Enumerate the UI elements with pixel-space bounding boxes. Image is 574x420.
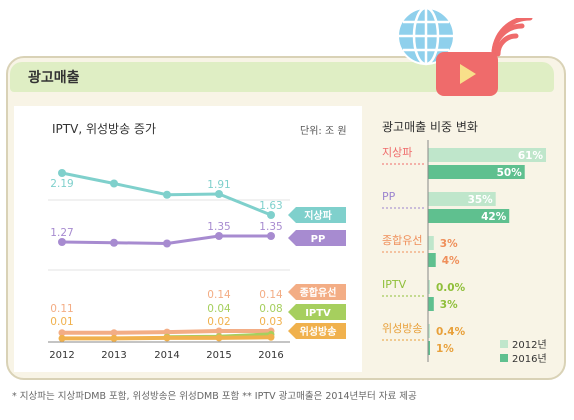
legend-entry: 위성방송 bbox=[288, 323, 346, 339]
bar-value-label: 3% bbox=[440, 238, 458, 250]
data-point bbox=[110, 334, 118, 342]
legend-label: PP bbox=[311, 234, 326, 245]
data-label: 0.08 bbox=[259, 303, 282, 315]
bar-value-label: 61% bbox=[518, 150, 544, 162]
legend-label: IPTV bbox=[305, 308, 331, 319]
data-label: 1.35 bbox=[259, 221, 282, 233]
legend-swatch bbox=[500, 354, 508, 362]
bar bbox=[428, 324, 430, 338]
data-label: 0.14 bbox=[207, 289, 231, 301]
bar-chart-title: 광고매출 비중 변화 bbox=[382, 120, 478, 134]
bar bbox=[428, 236, 434, 250]
unit-label: 단위: 조 원 bbox=[300, 126, 347, 137]
data-point bbox=[163, 190, 171, 199]
data-label: 2.19 bbox=[50, 178, 73, 190]
data-label: 0.01 bbox=[50, 316, 73, 328]
data-label: 1.63 bbox=[259, 200, 282, 212]
bar-value-label: 1% bbox=[436, 343, 454, 355]
bar bbox=[428, 341, 430, 355]
data-point bbox=[163, 328, 171, 336]
legend-swatch bbox=[500, 340, 508, 348]
card-title: 광고매출 bbox=[28, 70, 80, 86]
data-point bbox=[267, 333, 275, 341]
wifi-signal-icon bbox=[491, 18, 533, 57]
data-label: 0.04 bbox=[207, 303, 231, 315]
data-point bbox=[58, 238, 66, 246]
legend-entry: IPTV bbox=[288, 304, 346, 320]
x-tick-label: 2012 bbox=[49, 350, 74, 361]
data-label: 0.02 bbox=[207, 316, 230, 328]
category-label: PP bbox=[382, 190, 396, 203]
data-label: 0.14 bbox=[259, 289, 283, 301]
bar-value-label: 3% bbox=[440, 299, 458, 311]
bar bbox=[428, 209, 510, 223]
category-label: 종합유선 bbox=[382, 234, 422, 247]
bar-value-label: 42% bbox=[481, 211, 507, 223]
data-point bbox=[267, 211, 275, 219]
data-label: 1.27 bbox=[50, 227, 73, 239]
data-point bbox=[58, 169, 66, 177]
category-label: 위성방송 bbox=[382, 322, 422, 335]
category-label: 지상파 bbox=[382, 146, 412, 159]
video-play-icon bbox=[436, 52, 498, 96]
bar-value-label: 35% bbox=[468, 194, 494, 206]
legend-label: 지상파 bbox=[304, 209, 332, 222]
bar bbox=[428, 148, 546, 162]
legend-label: 2012년 bbox=[512, 339, 547, 351]
data-point bbox=[215, 232, 223, 240]
data-label: 1.35 bbox=[207, 221, 230, 233]
bar bbox=[428, 165, 525, 179]
bar bbox=[428, 297, 434, 311]
x-tick-label: 2015 bbox=[206, 350, 231, 361]
data-point bbox=[215, 334, 223, 342]
data-point bbox=[110, 238, 118, 247]
category-label: IPTV bbox=[382, 278, 407, 291]
data-label: 1.91 bbox=[207, 179, 230, 191]
bar bbox=[428, 280, 430, 294]
bar-value-label: 0.4% bbox=[436, 326, 466, 338]
bar-value-label: 50% bbox=[497, 167, 523, 179]
x-tick-label: 2013 bbox=[101, 350, 126, 361]
footnote: * 지상파는 지상파DMB 포함, 위성방송은 위성DMB 포함 ** IPTV… bbox=[12, 391, 417, 402]
x-tick-label: 2014 bbox=[154, 350, 179, 361]
data-label: 0.03 bbox=[259, 316, 282, 328]
data-label: 0.11 bbox=[50, 303, 73, 315]
legend-entry: 종합유선 bbox=[288, 284, 346, 300]
data-point bbox=[215, 327, 223, 335]
data-point bbox=[163, 334, 171, 342]
legend-label: 종합유선 bbox=[300, 286, 337, 299]
bar bbox=[428, 253, 436, 267]
legend-entry: PP bbox=[288, 230, 346, 246]
legend-entry: 지상파 bbox=[288, 207, 346, 223]
legend-label: 위성방송 bbox=[300, 325, 337, 338]
data-point bbox=[58, 329, 66, 337]
data-point bbox=[110, 179, 118, 188]
legend-label: 2016년 bbox=[512, 353, 547, 365]
data-point bbox=[58, 334, 66, 342]
x-tick-label: 2016 bbox=[258, 350, 283, 361]
data-point bbox=[163, 239, 171, 248]
bar bbox=[428, 192, 496, 206]
globe-icon bbox=[397, 6, 455, 66]
bar-value-label: 4% bbox=[442, 255, 460, 267]
data-point bbox=[215, 190, 223, 198]
line-chart-title: IPTV, 위성방송 증가 bbox=[52, 122, 156, 136]
data-point bbox=[267, 232, 275, 240]
bar-value-label: 0.0% bbox=[436, 282, 466, 294]
data-point bbox=[110, 329, 118, 337]
